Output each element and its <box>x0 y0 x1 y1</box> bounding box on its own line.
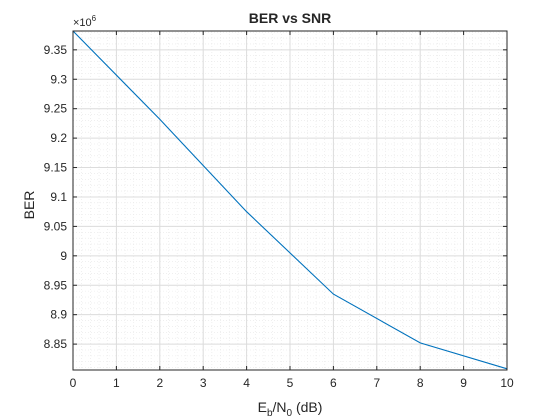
y-tick-label: 9.2 <box>50 131 67 145</box>
y-tick-label: 8.9 <box>50 308 67 322</box>
y-tick-label: 9.05 <box>44 219 68 233</box>
x-tick-label: 8 <box>417 376 424 390</box>
series-line <box>72 30 508 370</box>
x-tick-labels: 0 1 2 3 4 5 6 7 8 9 10 <box>70 376 514 390</box>
y-exponent-base: ×10 <box>73 17 92 29</box>
tick-marks <box>72 31 508 370</box>
x-tick-label: 0 <box>70 376 77 390</box>
x-tick-label: 4 <box>243 376 250 390</box>
y-tick-label: 9.35 <box>44 43 68 57</box>
x-label-mid: /N <box>273 399 287 415</box>
x-label-sub1: b <box>267 408 273 419</box>
y-tick-label: 8.95 <box>44 278 68 292</box>
x-tick-label: 3 <box>200 376 207 390</box>
y-exponent-power: 6 <box>92 14 97 23</box>
x-tick-label: 9 <box>460 376 467 390</box>
x-axis-label: Eb/N0 (dB) <box>258 399 323 419</box>
x-label-base: E <box>258 399 267 415</box>
x-tick-label: 7 <box>373 376 380 390</box>
y-tick-label: 9.3 <box>50 72 67 86</box>
y-tick-label: 8.85 <box>44 337 68 351</box>
y-tick-label: 9.15 <box>44 161 68 175</box>
x-tick-label: 1 <box>113 376 120 390</box>
y-tick-label: 9.25 <box>44 102 68 116</box>
chart-title: BER vs SNR <box>249 10 331 26</box>
x-tick-label: 10 <box>500 376 514 390</box>
x-tick-label: 6 <box>330 376 337 390</box>
y-tick-labels: 8.85 8.9 8.95 9 9.05 9.1 9.15 9.2 9.25 9.3 9.35 <box>44 43 68 351</box>
y-axis-label: BER <box>21 191 37 220</box>
y-tick-label: 9.1 <box>50 190 67 204</box>
y-tick-label: 9 <box>60 249 67 263</box>
x-tick-label: 2 <box>156 376 163 390</box>
x-tick-label: 5 <box>287 376 294 390</box>
x-label-suffix: (dB) <box>292 399 322 415</box>
x-label-sub2: 0 <box>287 408 293 419</box>
y-exponent-label: ×106 <box>73 14 97 29</box>
